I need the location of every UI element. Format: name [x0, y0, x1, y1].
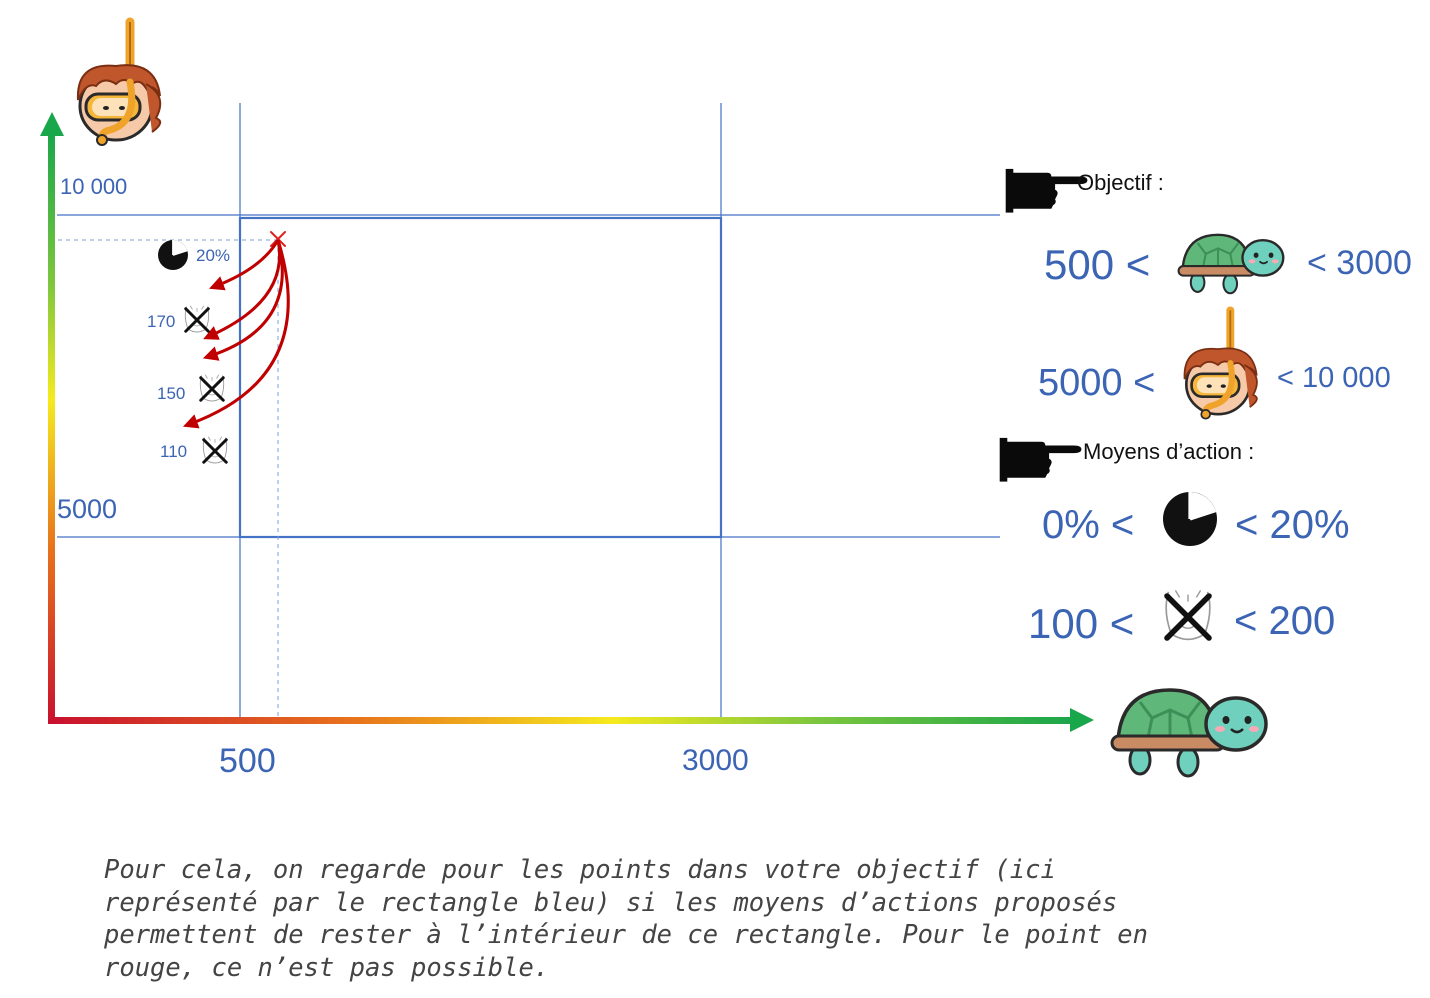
objective-rectangle	[238, 216, 723, 539]
y-tick-5000: 5000	[57, 494, 117, 524]
percent-high-label: < 20%	[1235, 503, 1350, 547]
boat-low-label: 100 <	[1028, 600, 1134, 647]
turtle-icon	[1110, 688, 1268, 778]
point-150-label: 150	[157, 384, 185, 403]
grid-lines	[57, 103, 1000, 720]
diver-low-label: 5000 <	[1038, 362, 1155, 404]
objective-title: Objectif :	[1077, 170, 1164, 195]
boat-cross-legend-icon	[1166, 590, 1210, 639]
diver-high-label: < 10 000	[1277, 362, 1391, 394]
x-axis-arrowhead	[1070, 708, 1094, 732]
y-tick-10000: 10 000	[60, 174, 127, 199]
action-arrows	[182, 239, 290, 429]
point-110-label: 110	[160, 442, 187, 461]
turtle-legend-icon	[1177, 233, 1285, 295]
legend: Objectif : 500 < < 3000 5000 < < 10 000 …	[999, 168, 1412, 647]
x-tick-3000: 3000	[682, 744, 749, 777]
arrow-to-percent	[209, 239, 280, 291]
boat-cross-icon-170	[183, 304, 211, 334]
y-axis	[48, 134, 55, 724]
x-axis	[50, 717, 1072, 724]
diver-legend-icon	[1184, 310, 1256, 418]
x-tick-500: 500	[219, 742, 276, 780]
arrow-to-110	[182, 239, 290, 429]
pie-icon	[157, 239, 189, 271]
pie-legend-icon	[1161, 490, 1219, 548]
caption-text: Pour cela, on regarde pour les points da…	[104, 855, 1148, 983]
point-guides	[50, 239, 279, 720]
boat-high-label: < 200	[1234, 599, 1335, 643]
actions-title: Moyens d’action :	[1083, 439, 1254, 464]
arrow-to-150	[202, 239, 284, 361]
point-percent-label: 20%	[196, 246, 230, 265]
point-170-label: 170	[147, 312, 175, 331]
pointing-hand-icon-actions	[999, 437, 1082, 482]
turtle-low-label: 500 <	[1044, 241, 1150, 288]
boat-cross-icon-150	[198, 373, 226, 403]
pointing-hand-icon-objective	[1005, 168, 1088, 213]
red-point-marker	[270, 231, 286, 247]
turtle-high-label: < 3000	[1307, 244, 1412, 282]
boat-cross-icon-110	[201, 435, 229, 465]
y-axis-arrowhead	[40, 112, 64, 136]
percent-low-label: 0% <	[1042, 503, 1134, 547]
snorkeler-icon	[78, 22, 160, 145]
